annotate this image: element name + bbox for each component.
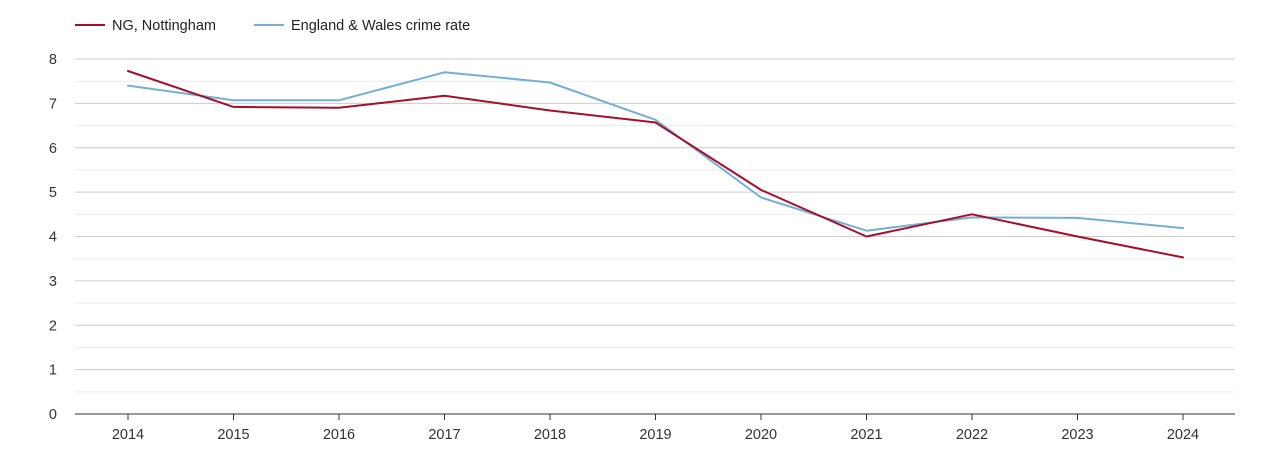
x-tick-label: 2016 bbox=[323, 427, 355, 443]
y-tick-label: 7 bbox=[49, 96, 57, 112]
legend: NG, Nottingham England & Wales crime rat… bbox=[75, 18, 470, 34]
x-tick-label: 2018 bbox=[534, 427, 566, 443]
y-axis: 0 1 2 3 4 5 6 7 8 bbox=[49, 52, 57, 423]
series-lines bbox=[127, 70, 1184, 259]
legend-label-1: England & Wales crime rate bbox=[291, 18, 470, 34]
x-tick-label: 2024 bbox=[1167, 427, 1199, 443]
series-line-0 bbox=[127, 70, 1184, 259]
x-axis: 2014 2015 2016 2017 2018 2019 2020 2021 2022 2023… bbox=[75, 413, 1235, 443]
x-tick-label: 2023 bbox=[1061, 427, 1093, 443]
x-tick-label: 2022 bbox=[956, 427, 988, 443]
y-tick-label: 8 bbox=[49, 52, 57, 68]
legend-item-1[interactable]: England & Wales crime rate bbox=[254, 18, 470, 34]
x-tick-label: 2019 bbox=[639, 427, 671, 443]
legend-label-0: NG, Nottingham bbox=[112, 18, 216, 34]
x-tick-label: 2020 bbox=[745, 427, 777, 443]
y-tick-label: 5 bbox=[49, 185, 57, 201]
x-tick-label: 2021 bbox=[850, 427, 882, 443]
y-tick-label: 3 bbox=[49, 274, 57, 290]
y-tick-label: 4 bbox=[49, 230, 57, 246]
legend-item-0[interactable]: NG, Nottingham bbox=[75, 18, 216, 34]
y-tick-label: 6 bbox=[49, 141, 57, 157]
gridlines bbox=[75, 58, 1235, 393]
x-tick-label: 2015 bbox=[217, 427, 249, 443]
x-tick-label: 2017 bbox=[428, 427, 460, 443]
y-tick-label: 0 bbox=[49, 407, 57, 423]
x-tick-label: 2014 bbox=[112, 427, 144, 443]
y-tick-label: 1 bbox=[49, 363, 57, 379]
series-line-1 bbox=[127, 71, 1184, 232]
y-tick-label: 2 bbox=[49, 318, 57, 334]
